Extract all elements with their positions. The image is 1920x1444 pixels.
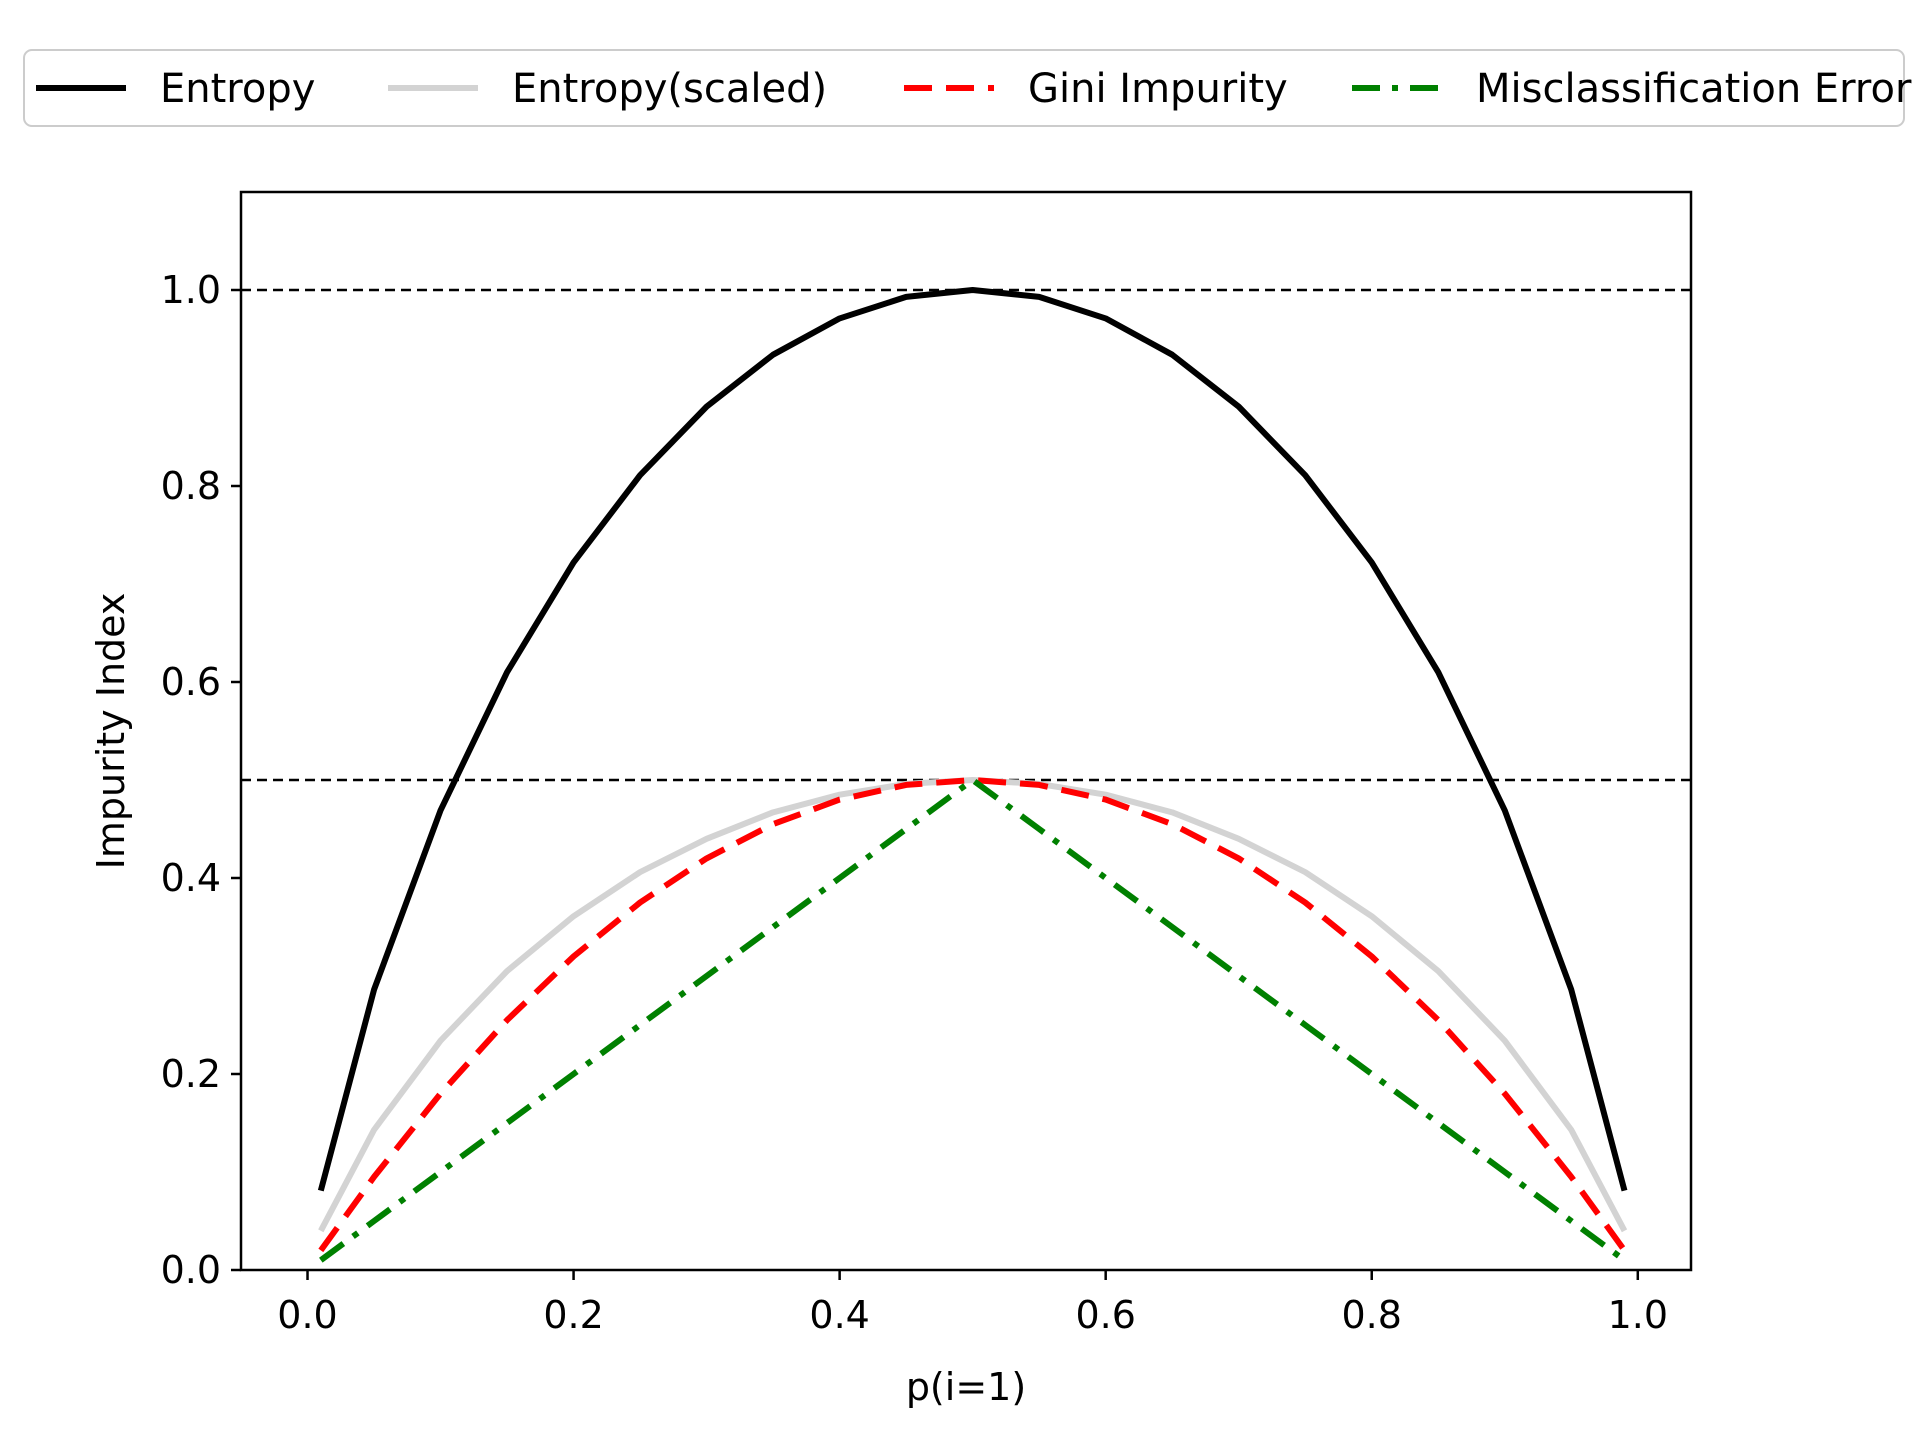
series-line-misclassification-error	[319, 777, 1627, 1263]
series-lines	[317, 287, 1628, 1263]
x-axis-label: p(i=1)	[906, 1365, 1026, 1409]
x-tick-label: 0.2	[543, 1293, 603, 1337]
plot-border	[239, 190, 1693, 1272]
legend-label: Gini Impurity	[1028, 66, 1288, 112]
x-tick-label: 1.0	[1608, 1293, 1668, 1337]
legend-label: Misclassification Error	[1476, 66, 1912, 112]
y-tick-label: 0.4	[161, 856, 221, 900]
y-tick-label: 0.6	[161, 660, 221, 704]
y-axis-ticks: 0.0 0.2 0.4 0.6 0.8 1.0	[161, 268, 241, 1292]
legend: Entropy Entropy(scaled) Gini Impurity Miscl…	[23, 49, 1912, 127]
legend-entry: Entropy(scaled)	[388, 66, 827, 112]
legend-label: Entropy	[160, 66, 315, 112]
y-axis-label: Impurity Index	[89, 593, 133, 870]
y-tick-label: 0.2	[161, 1052, 221, 1096]
x-tick-label: 0.4	[809, 1293, 869, 1337]
x-tick-label: 0.0	[277, 1293, 337, 1337]
plot-area	[241, 192, 1691, 1270]
legend-label: Entropy(scaled)	[512, 66, 827, 112]
x-tick-label: 0.8	[1342, 1293, 1402, 1337]
x-axis-ticks: 0.0 0.2 0.4 0.6 0.8 1.0	[277, 1270, 1668, 1337]
y-tick-label: 1.0	[161, 268, 221, 312]
x-tick-label: 0.6	[1075, 1293, 1135, 1337]
series-line-entropy	[317, 287, 1628, 1192]
series-line-entropy-scaled	[318, 777, 1628, 1233]
y-tick-label: 0.8	[161, 464, 221, 508]
legend-entry: Entropy	[36, 66, 315, 112]
y-tick-label: 0.0	[161, 1248, 221, 1292]
legend-entry: Misclassification Error	[1352, 66, 1912, 112]
legend-entry: Gini Impurity	[904, 66, 1288, 112]
